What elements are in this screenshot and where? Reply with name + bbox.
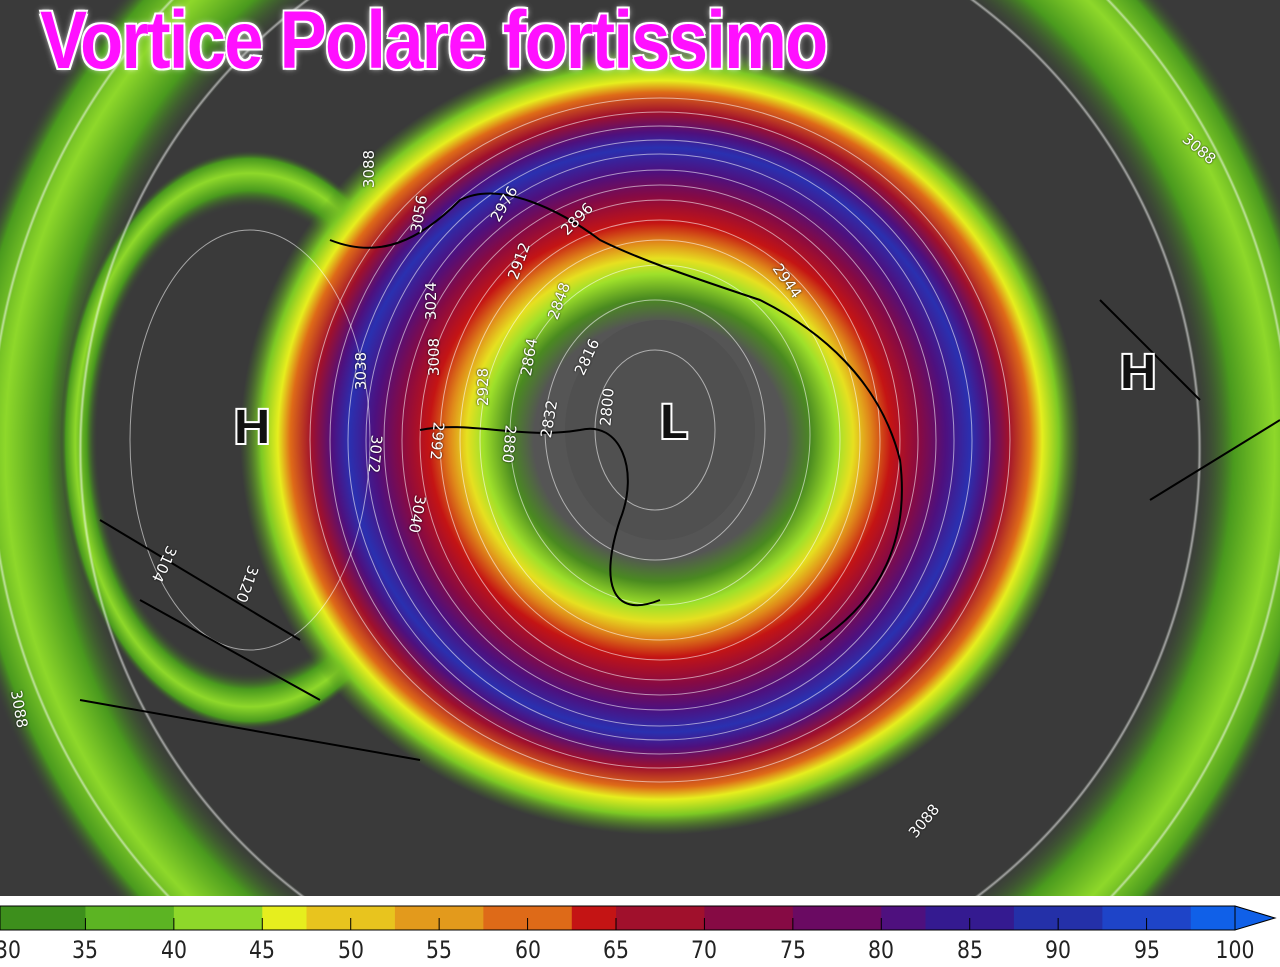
contour-label: 2800 xyxy=(596,387,618,427)
colorbar-tick-label: 90 xyxy=(1045,936,1072,964)
polar-vortex-map xyxy=(0,0,1280,900)
colorbar-segment xyxy=(394,906,441,930)
high-pressure-marker: H xyxy=(1117,344,1159,402)
colorbar-segment xyxy=(1190,906,1236,930)
colorbar-tick-label: 60 xyxy=(514,936,541,964)
high-pressure-marker: H xyxy=(231,399,273,457)
colorbar-segment xyxy=(1058,906,1104,930)
colorbar-tick-label: 75 xyxy=(779,936,806,964)
contour-label: 3072 xyxy=(364,434,386,474)
colorbar-segment xyxy=(1146,906,1192,930)
colorbar-segment xyxy=(0,906,46,930)
colorbar-extend-arrow xyxy=(1234,905,1277,931)
colorbar-segment xyxy=(262,906,308,930)
contour-label: 3088 xyxy=(360,149,379,189)
map-title: Vortice Polare fortissimo xyxy=(40,0,828,86)
colorbar-segment xyxy=(1013,906,1060,930)
coastlines xyxy=(79,192,1280,761)
colorbar-segment xyxy=(129,906,175,930)
colorbar-tick-label: 55 xyxy=(426,936,453,964)
colorbar-segment xyxy=(218,906,264,930)
colorbar-segment xyxy=(660,906,706,930)
colorbar-tick-label: 95 xyxy=(1133,936,1160,964)
colorbar-segment xyxy=(41,906,87,930)
colorbar-tick-label: 45 xyxy=(249,936,276,964)
contour-label: 3024 xyxy=(422,281,441,321)
colorbar-segment xyxy=(483,906,529,930)
colorbar-segment xyxy=(350,906,396,930)
contour-label: 2880 xyxy=(498,424,520,464)
colorbar-segment xyxy=(571,906,617,930)
colorbar-segment xyxy=(85,906,131,930)
colorbar-tick-label: 85 xyxy=(956,936,983,964)
colorbar-tick-label: 100 xyxy=(1215,936,1255,964)
colorbar-segment xyxy=(704,906,750,930)
colorbar-tick-label: 30 xyxy=(0,936,21,964)
contour-label: 3038 xyxy=(352,351,371,391)
low-pressure-marker: L xyxy=(657,394,690,452)
colorbar-tick-label: 70 xyxy=(691,936,718,964)
contour-label: 3008 xyxy=(425,337,444,377)
colorbar-scale xyxy=(0,905,1277,931)
colorbar xyxy=(0,896,1280,967)
colorbar-segment xyxy=(527,906,573,930)
outer-height-contours xyxy=(0,0,1280,900)
colorbar-segment xyxy=(173,906,220,930)
colorbar-segment xyxy=(748,906,794,930)
colorbar-segment xyxy=(881,906,927,930)
colorbar-tick-label: 80 xyxy=(868,936,895,964)
colorbar-segment xyxy=(837,906,883,930)
colorbar-segment xyxy=(306,906,352,930)
colorbar-segment xyxy=(1102,906,1148,930)
colorbar-tick-label: 50 xyxy=(337,936,364,964)
colorbar-segment xyxy=(925,906,971,930)
colorbar-segment xyxy=(792,906,839,930)
contour-label: 2992 xyxy=(426,421,448,461)
contour-label: 2928 xyxy=(474,367,493,407)
colorbar-segment xyxy=(616,906,662,930)
colorbar-tick-label: 65 xyxy=(603,936,629,964)
colorbar-segment xyxy=(439,906,485,930)
colorbar-tick-label: 40 xyxy=(160,936,187,964)
colorbar-segment xyxy=(969,906,1015,930)
colorbar-tick-label: 35 xyxy=(72,936,99,964)
